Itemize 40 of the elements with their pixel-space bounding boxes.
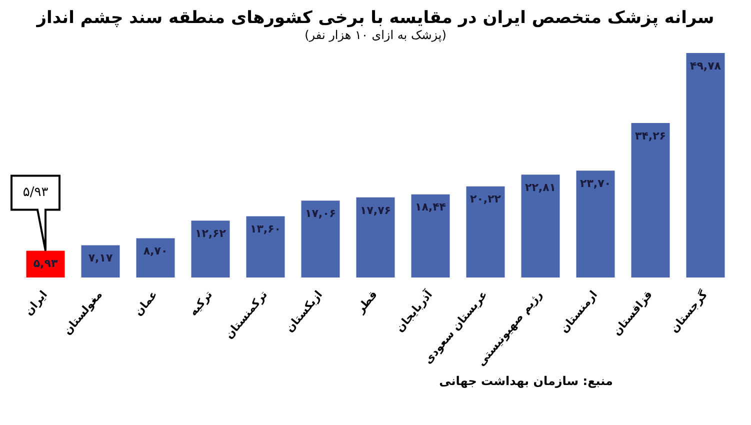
bar	[246, 216, 285, 278]
data-label: ۲۳,۷۰	[580, 176, 612, 190]
x-tick-label: عمان	[132, 288, 160, 318]
bar	[81, 245, 120, 278]
text: منبع: سازمان بهداشت جهانی	[438, 374, 614, 388]
bar	[466, 186, 505, 278]
x-tick-label: مغولستان	[60, 288, 105, 338]
data-label: ۱۷,۷۶	[360, 204, 392, 217]
x-tick-label: ازبکستان	[282, 288, 325, 335]
bar	[631, 123, 670, 278]
x-tick-label: ترکیه	[186, 288, 215, 318]
bar	[356, 197, 395, 278]
bar	[191, 220, 230, 278]
data-label: ۸,۷۰	[143, 244, 168, 258]
x-tick-label: ترکمنستان	[222, 288, 270, 342]
bar	[576, 170, 615, 278]
bar	[301, 200, 340, 278]
chart-title: سرانه پزشک متخصص ایران در مقایسه با برخی کشورهای منطقه سند چشم انداز	[35, 8, 716, 28]
x-tick-label: گرجستان	[668, 288, 710, 336]
data-label: ۱۳,۶۰	[250, 222, 282, 236]
data-label: ۲۲,۸۱	[524, 181, 556, 194]
data-label: ۵,۹۳	[33, 257, 58, 270]
x-tick-label: ایران	[22, 288, 50, 318]
chart-subtitle: (پزشک به ازای ۱۰ هزار نفر)	[304, 28, 448, 42]
annotation: ۵/۹۳	[22, 185, 48, 200]
x-tick-label: ارمنستان	[558, 288, 600, 336]
data-label: ۴۹,۷۸	[690, 59, 722, 72]
bar	[686, 52, 725, 278]
data-label: ۱۲,۶۲	[194, 226, 226, 240]
data-label: ۱۷,۰۶	[304, 206, 336, 220]
bar	[411, 194, 450, 278]
x-tick-label: آذربایجان	[392, 287, 436, 335]
bar	[136, 238, 175, 278]
data-label: ۲۰,۲۲	[470, 192, 502, 206]
data-label: ۷,۱۷	[88, 252, 113, 265]
bar	[521, 174, 560, 278]
data-label: ۳۴,۲۶	[634, 129, 666, 142]
x-tick-label: قطر	[353, 288, 380, 316]
data-label: ۱۸,۴۴	[414, 200, 446, 214]
x-tick-label: قزاقستان	[610, 288, 655, 338]
